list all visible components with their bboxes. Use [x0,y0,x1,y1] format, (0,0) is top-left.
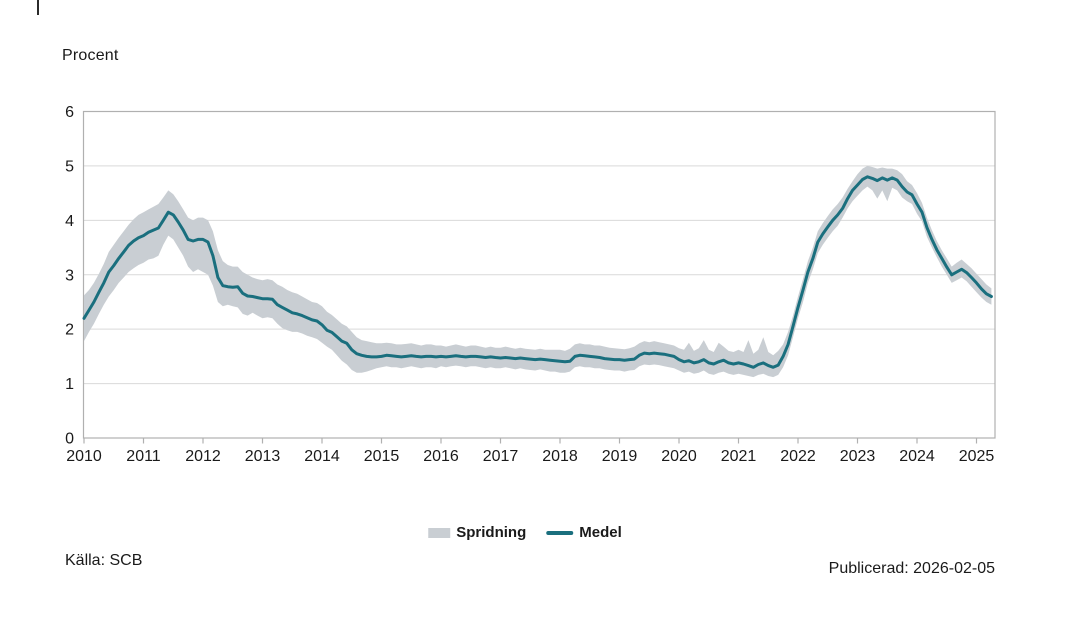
x-tick-label: 2017 [483,448,519,465]
x-tick-label: 2010 [66,448,102,465]
spridning-band [84,165,992,378]
chart-legend: Spridning Medel [428,524,622,541]
x-tick-label: 2013 [245,448,281,465]
y-tick-label: 4 [65,213,74,230]
medel-line [82,175,993,369]
axis-unit-label: Procent [62,47,119,64]
y-tick-label: 5 [65,158,74,175]
x-tick-label: 2014 [304,448,340,465]
x-tick-label: 2025 [959,448,995,465]
x-tick-label: 2018 [542,448,578,465]
screen-edge-artifact [37,0,39,15]
x-tick-label: 2015 [364,448,400,465]
x-tick-label: 2024 [899,448,935,465]
y-tick-label: 3 [65,267,74,284]
published-label: Publicerad: 2026-02-05 [828,560,995,577]
x-tick-label: 2020 [661,448,697,465]
y-tick-label: 0 [65,431,74,448]
x-tick-label: 2011 [126,448,161,465]
legend-item-spridning[interactable]: Spridning [428,524,526,541]
plot-border [82,110,996,439]
x-tick-label: 2022 [780,448,816,465]
band-swatch-icon [428,527,451,538]
legend-item-medel[interactable]: Medel [546,524,622,541]
line-swatch-icon [546,530,574,535]
x-tick-label: 2021 [721,448,757,465]
y-tick-label: 2 [65,322,74,339]
x-tick-label: 2012 [185,448,221,465]
legend-label-medel: Medel [579,524,622,541]
y-tick-label: 6 [65,104,74,121]
x-tick-label: 2023 [840,448,876,465]
legend-label-spridning: Spridning [456,524,527,541]
y-tick-label: 1 [65,376,74,393]
source-label: Källa: SCB [65,552,143,569]
x-tick-label: 2019 [602,448,638,465]
x-tick-label: 2016 [423,448,459,465]
